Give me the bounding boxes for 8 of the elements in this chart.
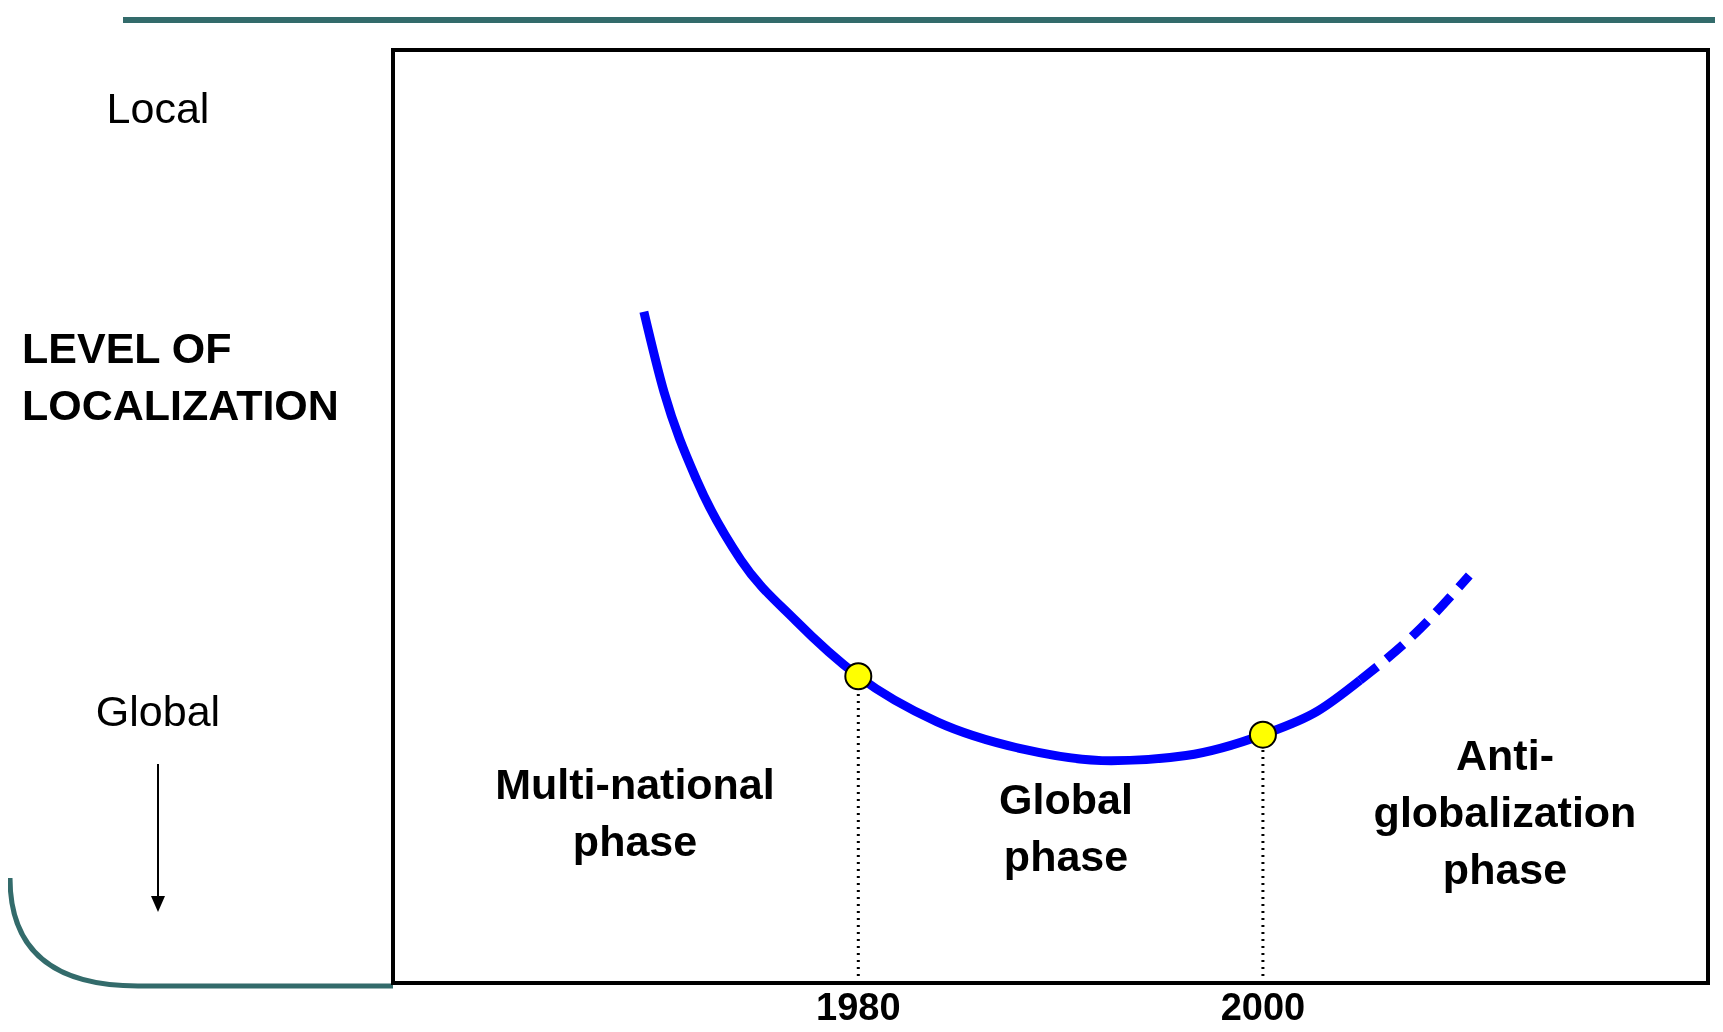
x-tick-label: 1980 (816, 986, 901, 1028)
annotation: Global phase (999, 775, 1133, 880)
annotation: Anti- globalization phase (1373, 731, 1637, 893)
annotation: Multi-national phase (495, 760, 775, 865)
text: Local (106, 84, 210, 132)
y-axis-title: LEVEL OF LOCALIZATION (22, 324, 339, 429)
text: Global (95, 687, 221, 735)
x-tick-label: 2000 (1220, 986, 1306, 1028)
